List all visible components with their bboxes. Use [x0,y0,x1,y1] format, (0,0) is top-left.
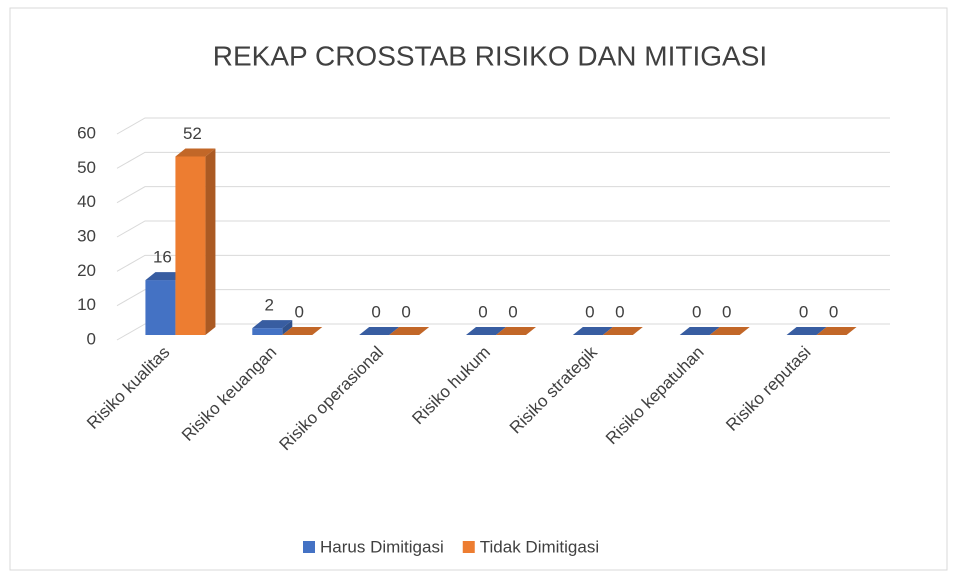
data-label: 0 [371,302,380,321]
y-tick-label: 30 [77,226,96,245]
data-label: 0 [401,302,410,321]
bar-top [359,327,400,335]
y-tick-label: 0 [87,329,96,348]
bar-top [252,320,293,329]
data-label: 52 [183,124,202,143]
bar [709,327,750,335]
grid-line [116,186,890,204]
bar [816,327,857,335]
data-label: 2 [265,296,274,315]
bar [786,327,827,335]
bar-top [786,327,827,335]
legend-swatch [303,541,315,553]
bar-top [282,327,323,335]
grid-line [116,117,890,135]
bar [679,327,720,335]
data-label: 0 [295,302,304,321]
data-label: 0 [478,302,487,321]
data-label: 0 [508,302,517,321]
bar-top [572,327,613,335]
data-label: 0 [615,302,624,321]
bar-front [175,156,206,335]
data-label: 0 [585,302,594,321]
bar [252,320,293,335]
bar-front [145,280,176,335]
bar [389,327,430,335]
y-tick-label: 10 [77,295,96,314]
y-tick-label: 50 [77,158,96,177]
grid-line [116,220,890,238]
grid-line [116,254,890,272]
legend-label: Tidak Dimitigasi [480,537,599,556]
y-tick-label: 60 [77,123,96,142]
bar-side [282,320,293,335]
data-label: 16 [153,248,172,267]
data-label: 0 [799,302,808,321]
chart-title: REKAP CROSSTAB RISIKO DAN MITIGASI [213,40,767,71]
bar-top [602,327,643,335]
bar [282,327,323,335]
bar-top [175,148,216,157]
bar [175,148,216,335]
bar-side [205,148,216,335]
bar-top [389,327,430,335]
bar [496,327,536,335]
legend-swatch [462,541,475,553]
bar-front [252,328,283,335]
bar-top [709,327,750,335]
bar [572,327,613,335]
data-label: 0 [829,302,838,321]
grid-line [116,289,890,307]
legend-label: Harus Dimitigasi [320,537,444,556]
bar-top [679,327,720,335]
data-label: 0 [692,302,701,321]
grid-line [116,323,890,341]
bar-top [496,327,536,335]
data-label: 0 [722,302,731,321]
bar [602,327,643,335]
y-tick-label: 40 [77,192,96,211]
grid-line [116,151,890,169]
bar [359,327,400,335]
bar-top [816,327,857,335]
bar [466,327,506,335]
y-tick-label: 20 [77,261,96,280]
bar-top [466,327,506,335]
